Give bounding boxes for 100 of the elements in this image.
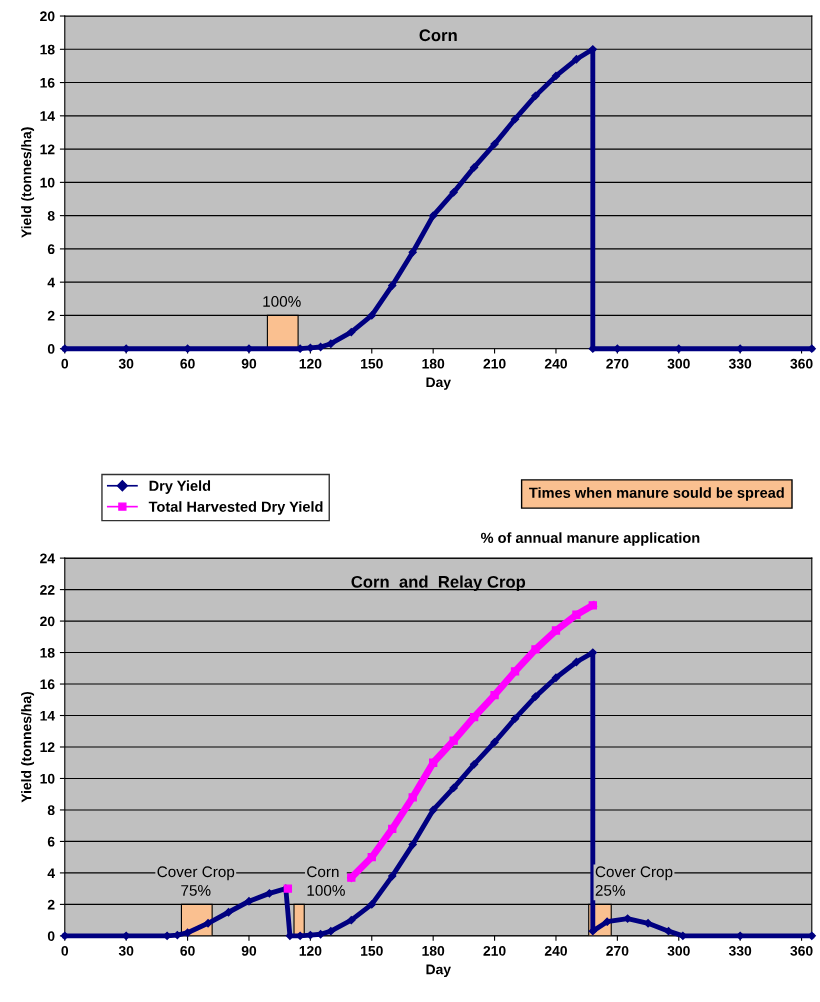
annotation: Cover Crop 25% — [595, 866, 673, 896]
x-tick-label: 330 — [728, 358, 752, 369]
point — [388, 824, 397, 834]
y-tick-label: 20 — [40, 616, 55, 627]
x-tick-label: 330 — [728, 945, 752, 956]
point — [490, 738, 499, 747]
point — [510, 115, 520, 124]
y-tick-label: 18 — [40, 647, 55, 658]
text: Times when manure sould be spread — [529, 487, 784, 501]
x-tick-label: 150 — [361, 945, 383, 956]
x-tick-label: 180 — [422, 358, 445, 369]
x-tick-label: 180 — [422, 945, 445, 956]
text: % of annual manure application — [480, 532, 700, 546]
point — [531, 645, 540, 654]
x-tick-label: 360 — [790, 358, 813, 369]
point — [551, 673, 561, 682]
point — [572, 55, 581, 64]
point — [490, 139, 499, 149]
point — [388, 281, 397, 290]
y-tick-label: 10 — [40, 773, 55, 784]
y-tick-label: 6 — [47, 244, 55, 255]
y-tick-label: 2 — [47, 310, 55, 321]
point — [469, 712, 479, 722]
x-tick-label: 120 — [299, 358, 322, 369]
x-tick-label: 300 — [667, 358, 690, 369]
text: Corn and Relay Crop — [351, 575, 526, 592]
x-tick-label: 120 — [299, 945, 322, 956]
x-tick-label: 0 — [61, 945, 69, 956]
y-tick-label: 20 — [40, 11, 55, 22]
y-tick-label: 16 — [40, 679, 55, 690]
x-tick-label: 210 — [483, 358, 506, 369]
point — [531, 91, 540, 101]
point — [224, 908, 233, 917]
y-tick-label: 0 — [47, 931, 55, 942]
y-axis-title: Yield (tonnes/ha) — [21, 691, 35, 803]
point — [60, 931, 69, 941]
y-tick-label: 22 — [40, 584, 55, 595]
point — [490, 690, 499, 700]
point — [244, 897, 254, 906]
point — [429, 211, 438, 220]
x-axis-title: Day — [426, 964, 451, 978]
point — [588, 601, 597, 610]
point — [367, 311, 376, 320]
x-tick-label: 270 — [606, 358, 629, 369]
point — [326, 927, 335, 936]
point — [347, 327, 356, 337]
x-tick-label: 240 — [544, 358, 567, 369]
x-tick-label: 30 — [118, 358, 134, 369]
y-tick-label: 18 — [40, 44, 55, 55]
point — [449, 736, 458, 745]
point — [408, 840, 417, 849]
x-tick-label: 300 — [667, 945, 690, 956]
x-tick-label: 210 — [483, 945, 506, 956]
x-tick-label: 60 — [180, 945, 195, 956]
legend-label: Total Harvested Dry Yield — [148, 501, 323, 515]
point — [531, 692, 540, 701]
annotation: Cover Crop 75% — [157, 866, 235, 896]
point — [429, 805, 438, 815]
x-tick-label: 60 — [180, 358, 195, 369]
point — [408, 793, 417, 802]
y-tick-label: 14 — [40, 710, 55, 721]
point — [551, 626, 561, 635]
y-tick-label: 24 — [40, 553, 55, 564]
point — [572, 610, 581, 619]
y-tick-label: 10 — [40, 177, 55, 188]
annotation: 100% — [263, 296, 301, 307]
x-tick-label: 240 — [544, 945, 567, 956]
point — [469, 760, 479, 769]
y-tick-label: 4 — [47, 277, 55, 288]
y-tick-label: 16 — [40, 77, 55, 88]
y-axis-title: Yield (tonnes/ha) — [21, 127, 35, 238]
point — [429, 758, 438, 767]
point — [449, 188, 458, 197]
x-axis-title: Day — [426, 377, 451, 390]
y-tick-label: 12 — [40, 742, 55, 753]
annotation: Corn 100% — [307, 866, 345, 896]
legend-label: Dry Yield — [149, 480, 211, 494]
y-tick-label: 2 — [47, 899, 55, 910]
y-tick-label: 8 — [47, 210, 55, 221]
x-tick-label: 360 — [790, 945, 813, 956]
y-tick-label: 4 — [47, 868, 55, 878]
point — [510, 667, 520, 676]
point — [203, 919, 213, 928]
point — [449, 783, 458, 793]
point — [388, 871, 397, 881]
point — [347, 915, 356, 925]
point — [367, 853, 376, 862]
y-tick-label: 8 — [47, 805, 55, 816]
point — [367, 900, 376, 909]
x-tick-label: 270 — [606, 945, 629, 956]
x-tick-label: 150 — [361, 358, 383, 369]
point — [664, 927, 673, 936]
point — [551, 71, 561, 81]
y-tick-label: 0 — [47, 344, 55, 354]
text: Corn — [419, 29, 457, 42]
y-tick-label: 14 — [40, 111, 55, 121]
point — [510, 714, 520, 723]
x-tick-label: 0 — [61, 358, 69, 369]
x-tick-label: 90 — [241, 945, 257, 956]
y-tick-label: 12 — [40, 144, 55, 155]
